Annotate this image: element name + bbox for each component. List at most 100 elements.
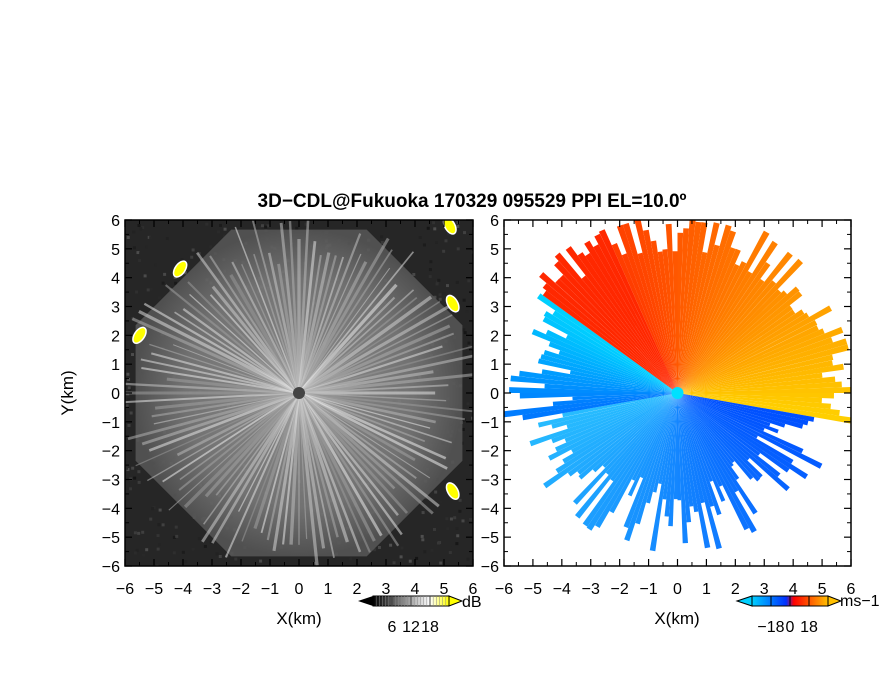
noise-speck [127,377,131,381]
noise-speck [149,236,153,240]
noise-speck [444,239,448,243]
noise-speck [264,225,268,229]
velocity-wedge [677,228,689,393]
noise-speck [456,221,460,225]
right-panel: −6 −5 −4 −3 −2 −1 0 1 2 3 4 5 6 6 5 4 3 2 1 0 −1 −2 −3 −4 −5 −6 X… [481,213,856,628]
velocity-wedge [677,240,778,393]
noise-speck [203,544,207,548]
right-xtick-label: −4 [553,581,571,598]
right-xtick-label: −5 [524,581,542,598]
velocity-wedge [677,251,708,393]
velocity-wedge [677,393,761,456]
noise-speck [456,224,460,228]
velocity-wedge [558,350,678,393]
velocity-wedge [548,341,678,393]
velocity-wedge [677,393,790,473]
noise-speck [143,274,147,278]
left-radial-rays [125,220,473,566]
echo-ray [187,281,300,394]
velocity-wedge [677,393,808,480]
velocity-wedge [677,393,688,544]
velocity-wedge [542,283,678,393]
velocity-wedge [643,229,678,393]
velocity-wedge [677,258,803,393]
velocity-wedge [677,381,842,393]
velocity-wedge [541,369,678,393]
noise-speck [151,507,155,511]
echo-ray [297,220,310,394]
velocity-wedge [594,233,678,393]
velocity-wedge [673,393,678,500]
left-xtick-label: −3 [203,581,221,598]
echo-ray [189,293,300,394]
right-ytick-label: 0 [490,386,499,403]
velocity-wedge [672,251,678,393]
velocity-wedge [662,393,678,500]
velocity-wedge [540,354,678,393]
velocity-wedge [677,325,819,393]
noise-speck [400,546,404,550]
echo-ray [251,220,300,394]
noise-speck [133,531,137,535]
echo-ray [298,256,345,394]
echo-ray [125,392,300,404]
echo-ray [298,392,431,479]
noise-speck [449,517,453,521]
right-ytick-label: 6 [490,213,499,230]
noise-speck [436,541,440,545]
velocity-wedge [677,393,790,492]
velocity-wedge [519,370,678,393]
noise-speck [127,386,131,390]
noise-speck [380,235,384,239]
noise-speck [458,509,462,513]
right-ytick-label: 4 [490,271,499,288]
velocity-wedge [677,354,834,393]
echo-ray [297,241,317,394]
velocity-wedge [677,289,782,393]
noise-speck [453,516,457,520]
noise-speck [467,344,471,348]
echo-ray [141,367,300,394]
velocity-wedge [573,393,678,505]
noise-speck [131,466,135,470]
echo-ray [298,249,393,394]
noise-speck [439,561,443,565]
noise-speck [259,559,263,563]
left-xtick-label: 5 [440,581,449,598]
left-ytick-label: −5 [102,530,120,547]
noise-speck [218,555,222,559]
velocity-wedge [677,393,750,461]
velocity-wedge [677,393,761,482]
velocity-wedge [586,393,678,531]
echo-ray [298,392,308,539]
noise-speck [428,268,432,272]
noise-speck [377,545,381,549]
noise-speck [146,288,150,292]
echo-ray [153,392,300,425]
left-xtick-label: 4 [411,581,420,598]
left-xtick-label: 0 [295,581,304,598]
noise-speck [190,255,194,259]
echo-ray [298,392,466,421]
noise-speck [222,234,226,238]
left-xtick-label: −2 [232,581,250,598]
noise-speck [463,418,467,422]
colorbar-db-tick-label: 6 [388,619,397,636]
velocity-wedge [677,393,682,501]
noise-speck [421,538,425,542]
velocity-wedge [677,224,732,393]
noise-speck [181,550,185,554]
right-velocity-wedges [504,220,851,552]
velocity-wedge [677,328,825,393]
velocity-wedge [677,393,763,479]
right-xtick-label: −1 [639,581,657,598]
left-high-echo-patches [132,220,460,500]
noise-speck [389,543,393,547]
velocity-wedge [677,291,803,393]
right-xlabel: X(km) [654,609,699,628]
noise-speck [125,466,129,470]
noise-speck [132,246,136,250]
echo-ray [298,391,447,460]
noise-speck [135,290,139,294]
noise-speck [456,534,460,538]
